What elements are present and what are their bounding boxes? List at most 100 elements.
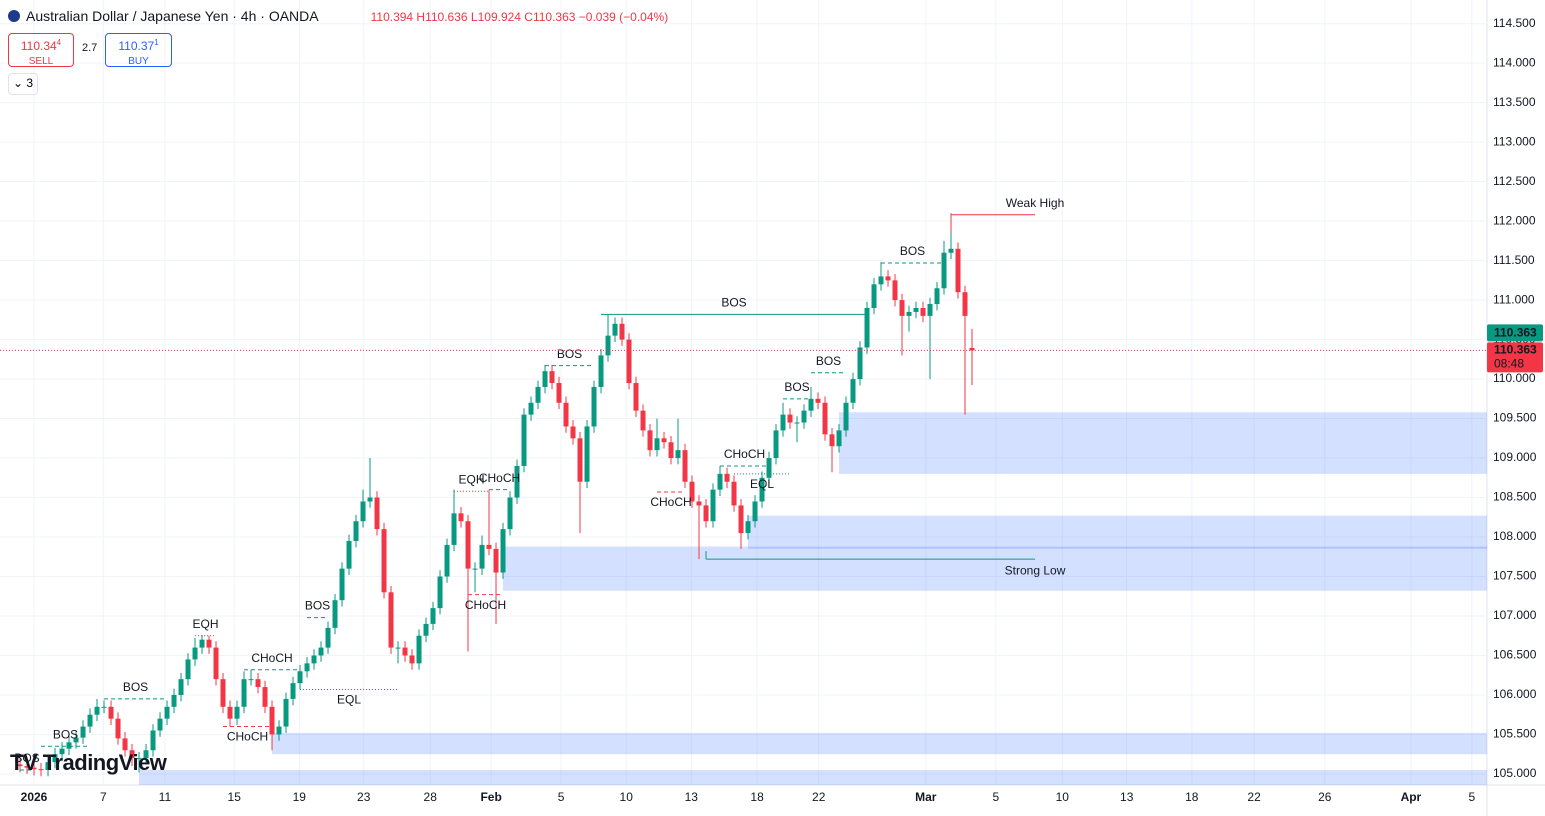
sell-button[interactable]: 110.344 SELL [8,33,74,67]
candle-body [423,623,429,636]
candle-body [52,754,58,763]
candle-body [724,473,730,482]
structure-label: EQH [459,472,485,486]
candle-body [962,292,968,316]
candle-body [430,608,436,624]
candle-body [248,679,254,681]
structure-label: BOS [53,727,78,741]
candle-body [598,355,604,387]
structure-label: Strong Low [1005,563,1066,577]
last-price-tag [1487,342,1543,373]
candle-body [332,600,338,628]
candle-body [948,248,954,253]
y-tick-label: 106.500 [1493,648,1537,662]
candle-body [661,438,667,443]
candle-body [486,544,492,549]
x-tick-label: Mar [915,790,937,804]
x-tick-label: 15 [228,790,242,804]
candle-body [899,300,905,316]
sell-price: 110.34 [20,39,57,53]
candle-body [843,402,849,431]
candle-body [556,383,562,403]
candle-body [913,307,919,312]
y-tick-label: 109.500 [1493,411,1537,425]
sell-label: SELL [28,56,54,67]
candle-body [514,465,520,498]
y-tick-label: 113.500 [1493,95,1536,109]
candle-body [94,706,100,715]
candle-body [941,252,947,289]
candle-body [717,473,723,490]
candle-body [689,481,695,502]
candle-body [815,398,821,403]
candle-body [528,402,534,415]
y-tick-label: 107.000 [1493,608,1537,622]
y-tick-label: 112.500 [1493,174,1536,188]
zone [839,412,1487,474]
y-tick-label: 105.500 [1493,727,1537,741]
candle-body [395,647,401,649]
candle-body [955,248,961,293]
candle-body [45,762,51,770]
y-tick-label: 112.000 [1493,213,1536,227]
logo-text: TradingView [42,750,167,775]
candle-body [381,529,387,593]
candle-body [367,497,373,502]
y-tick-label: 113.000 [1493,134,1536,148]
candle-body [269,706,275,735]
x-tick-label: 2026 [21,790,48,804]
candle-body [283,698,289,727]
candle-body [535,386,541,403]
candle-body [759,477,765,502]
candle-body [276,726,282,735]
candle-body [108,706,114,719]
structure-label: BOS [784,380,809,394]
candle-body [262,687,268,707]
structure-label: BOS [123,680,148,694]
x-tick-label: 18 [750,790,764,804]
candle-body [73,737,79,743]
y-tick-label: 108.500 [1493,490,1537,504]
candle-body [612,323,618,336]
candle-body [549,371,555,384]
candle-body [241,679,247,707]
candle-body [17,764,23,767]
y-tick-label: 105.000 [1493,766,1537,780]
candle-body [829,434,835,447]
candle-body [472,568,478,570]
x-tick-label: 7 [100,790,107,804]
price-tag [1487,324,1543,342]
x-tick-label: 28 [424,790,438,804]
buy-button[interactable]: 110.371 BUY [105,33,172,67]
candle-body [87,714,93,727]
y-tick-label: 111.000 [1493,292,1535,306]
y-tick-label: 114.000 [1493,55,1536,69]
candle-body [934,288,940,305]
candle-body [738,505,744,534]
candle-body [101,706,107,708]
axis-bg [1487,0,1545,816]
buy-price: 110.37 [118,39,155,53]
candle-body [304,663,310,672]
candle-body [766,458,772,478]
candle-body [605,335,611,356]
candle-body [850,379,856,403]
candle-body [192,647,198,660]
indicators-toggle[interactable]: ⌄ 3 [8,73,38,95]
candle-body [794,422,800,424]
candle-body [500,529,506,573]
candle-body [157,718,163,731]
candle-body [745,521,751,534]
candle-body [458,513,464,522]
candle-body [437,576,443,609]
candle-body [773,430,779,459]
x-tick-label: 5 [1468,790,1475,804]
candle-body [171,694,177,707]
candle-body [325,627,331,648]
y-tick-label: 108.000 [1493,529,1537,543]
candle-body [577,438,583,482]
x-tick-label: 11 [159,790,172,804]
y-tick-label: 111.500 [1493,253,1535,267]
candle-body [346,540,352,569]
x-tick-label: Apr [1401,790,1422,804]
